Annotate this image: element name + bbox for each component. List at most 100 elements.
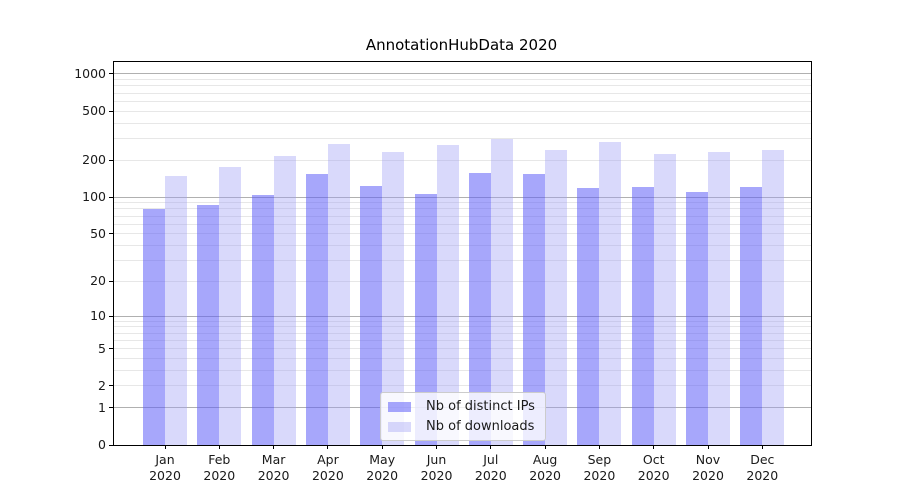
x-tick-label: Oct 2020 (626, 452, 682, 483)
legend-swatch-downloads (388, 421, 411, 432)
gridline-minor (114, 215, 811, 217)
x-tick-label: Feb 2020 (191, 452, 247, 483)
x-tick-mark (653, 445, 655, 449)
gridline-minor (114, 223, 811, 225)
gridline-minor (114, 348, 811, 350)
gridline-minor (114, 92, 811, 94)
y-tick-mark (109, 385, 113, 387)
gridline-minor (114, 358, 811, 360)
y-tick-label: 20 (90, 273, 106, 289)
bar-nb-of-downloads-jul-2020 (490, 139, 513, 445)
x-tick-label: Sep 2020 (571, 452, 627, 483)
bar-nb-of-distinct-ips-sep-2020 (577, 187, 600, 445)
gridline-minor (114, 122, 811, 124)
x-tick-month: Feb (208, 452, 231, 467)
x-tick-mark (436, 445, 437, 449)
x-tick-label: May 2020 (354, 452, 410, 483)
gridline-minor (114, 280, 811, 282)
y-tick-mark (109, 233, 113, 235)
x-tick-month: Nov (695, 452, 721, 467)
x-tick-label: Jun 2020 (409, 452, 465, 483)
x-tick-year: 2020 (583, 467, 616, 483)
x-tick-label: Nov 2020 (680, 452, 736, 483)
gridline-minor (114, 320, 811, 322)
x-tick-month: Mar (261, 452, 286, 467)
legend: Nb of distinct IPs Nb of downloads (380, 392, 546, 441)
y-tick-label: 50 (90, 225, 106, 241)
legend-item-distinct-ips: Nb of distinct IPs (388, 398, 535, 415)
legend-swatch-distinct-ips (388, 401, 411, 412)
x-tick-year: 2020 (257, 467, 290, 483)
gridline-minor (114, 202, 811, 204)
gridline-minor (114, 245, 811, 247)
y-tick-mark (109, 196, 113, 198)
x-tick-mark (381, 445, 383, 449)
y-tick-label: 1000 (74, 65, 106, 81)
bar-nb-of-downloads-nov-2020 (708, 152, 730, 445)
x-tick-mark (707, 445, 709, 449)
x-tick-label: Jan 2020 (137, 452, 193, 483)
x-tick-year: 2020 (692, 467, 724, 483)
legend-label-downloads: Nb of downloads (426, 419, 535, 434)
x-tick-label: Jul 2020 (463, 452, 519, 483)
x-tick-month: Apr (317, 452, 339, 467)
y-tick-mark (109, 315, 113, 317)
bar-nb-of-distinct-ips-mar-2020 (251, 194, 274, 445)
x-tick-year: 2020 (311, 467, 344, 483)
x-tick-mark (490, 445, 492, 449)
y-tick-mark (109, 444, 113, 446)
plot-area: Nb of distinct IPs Nb of downloads 0 1 2 5 1… (74, 61, 812, 483)
y-tick-mark (109, 348, 113, 350)
y-tick-mark (109, 110, 113, 112)
y-tick-label: 500 (82, 103, 106, 119)
y-tick-label: 10 (90, 308, 106, 324)
gridline-major (114, 73, 811, 75)
gridline-minor (114, 79, 811, 81)
gridline-minor (114, 233, 811, 235)
y-tick-mark (109, 159, 113, 161)
y-tick-label: 0 (98, 437, 106, 452)
x-tick-year: 2020 (149, 467, 181, 483)
legend-item-downloads: Nb of downloads (388, 418, 535, 435)
bar-nb-of-distinct-ips-aug-2020 (523, 173, 546, 445)
y-tick-label: 100 (82, 189, 106, 205)
x-tick-month: May (369, 452, 396, 467)
bar-nb-of-distinct-ips-dec-2020 (740, 186, 763, 445)
gridline-minor (114, 385, 811, 387)
x-tick-year: 2020 (203, 467, 236, 483)
y-tick-mark (109, 280, 113, 282)
gridline-minor (114, 339, 811, 341)
x-tick-mark (544, 445, 546, 449)
x-tick-year: 2020 (420, 467, 453, 483)
bar-nb-of-downloads-mar-2020 (273, 155, 296, 445)
x-tick-year: 2020 (529, 467, 561, 483)
gridline-minor (114, 137, 811, 139)
gridline-minor (114, 110, 811, 112)
x-tick-month: Oct (642, 452, 665, 467)
x-tick-mark (761, 445, 763, 449)
bar-nb-of-downloads-jun-2020 (436, 144, 459, 445)
gridline-minor (114, 100, 811, 102)
gridline-major (114, 315, 811, 317)
bar-nb-of-downloads-sep-2020 (599, 141, 622, 445)
x-tick-year: 2020 (366, 467, 399, 483)
x-tick-label: Aug 2020 (517, 452, 573, 483)
bar-nb-of-downloads-jan-2020 (165, 175, 187, 445)
y-tick-label: 200 (82, 152, 106, 168)
gridline-major (114, 196, 811, 198)
legend-label-distinct-ips: Nb of distinct IPs (426, 399, 535, 414)
bar-nb-of-distinct-ips-jul-2020 (468, 173, 491, 445)
bar-nb-of-distinct-ips-may-2020 (360, 186, 383, 445)
y-tick-mark (109, 407, 113, 409)
bar-nb-of-downloads-apr-2020 (327, 143, 350, 445)
gridline-minor (114, 85, 811, 87)
x-tick-month: Jun (426, 452, 447, 467)
bar-nb-of-distinct-ips-feb-2020 (197, 205, 220, 445)
bar-nb-of-distinct-ips-nov-2020 (686, 192, 708, 445)
bar-nb-of-distinct-ips-jun-2020 (414, 193, 437, 445)
x-tick-label: Mar 2020 (246, 452, 302, 483)
gridline-minor (114, 370, 811, 372)
gridline-minor (114, 159, 811, 161)
bar-nb-of-downloads-aug-2020 (545, 149, 568, 445)
x-tick-year: 2020 (746, 467, 779, 483)
